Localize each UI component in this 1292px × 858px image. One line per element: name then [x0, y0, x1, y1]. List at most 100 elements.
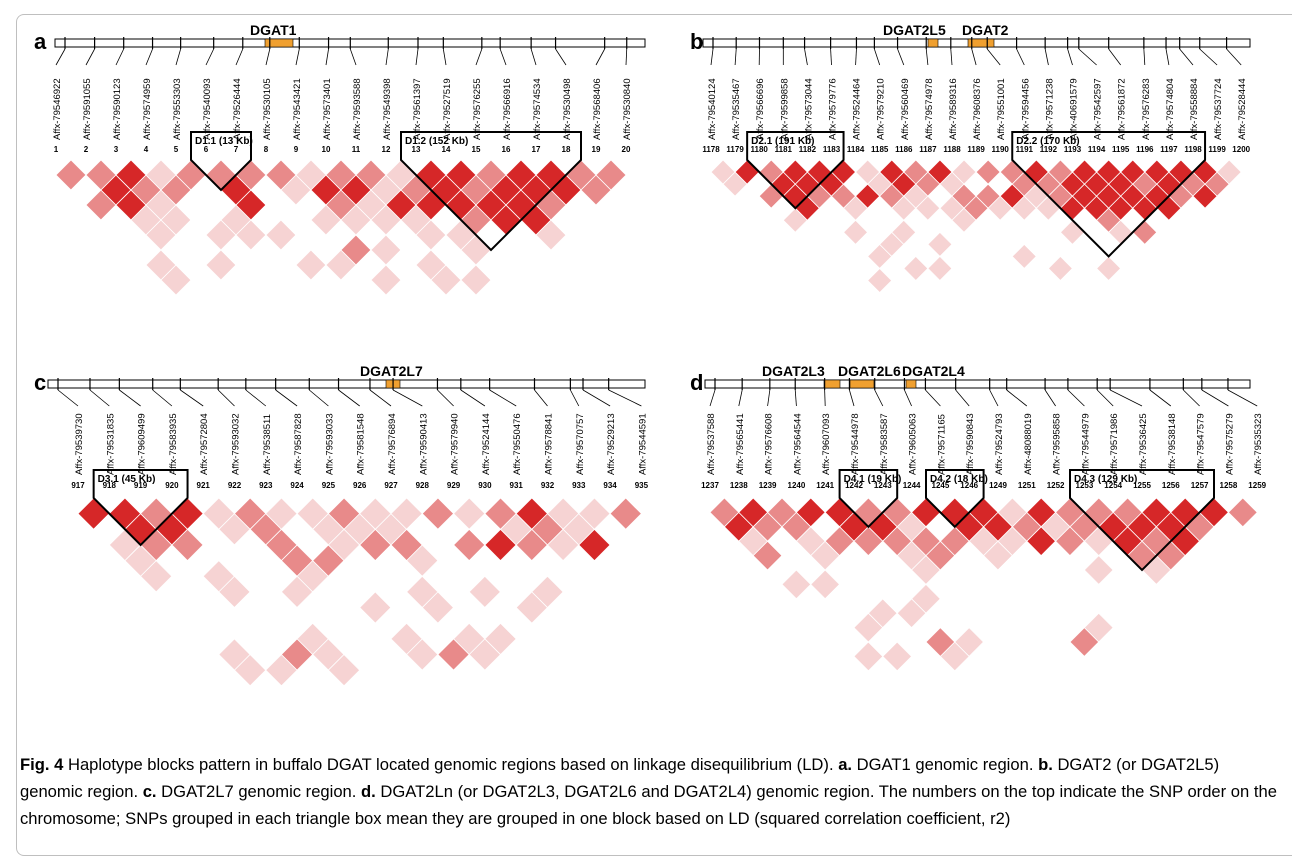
- snp-connector: [1227, 389, 1258, 407]
- caption-b-text: DGAT2 (or DGAT2L5) genomic region.: [20, 755, 1220, 801]
- panel-letter: b: [690, 29, 703, 54]
- snp-connector: [794, 389, 797, 407]
- snp-connector: [555, 48, 567, 66]
- gene-bar: [967, 38, 995, 48]
- snp-label: Affx-79573044: [803, 78, 814, 140]
- gene-bar: [905, 379, 917, 389]
- haplotype-block-outline: [838, 469, 899, 529]
- snp-label: Affx-79593588: [352, 78, 363, 140]
- snp-label: Affx-79540093: [202, 78, 213, 140]
- snp-label: Affx-79526444: [232, 78, 243, 140]
- snp-connector: [625, 48, 628, 66]
- snp-label: Affx-79553303: [172, 78, 183, 140]
- snp-label: Affx-79561872: [1117, 78, 1128, 140]
- snp-order-number: 1197: [1160, 145, 1178, 154]
- snp-label: Affx-79524144: [481, 413, 492, 475]
- snp-label: Affx-79574534: [532, 78, 543, 140]
- snp-order-number: 924: [290, 481, 304, 490]
- snp-label: Affx-79589316: [948, 78, 959, 140]
- snp-label: Affx-79574959: [142, 78, 153, 140]
- snp-order-number: 929: [447, 481, 461, 490]
- snp-label: Affx-79536425: [1138, 413, 1149, 475]
- snp-order-number: 16: [502, 145, 511, 154]
- snp-order-number: 1241: [816, 481, 834, 490]
- snp-connector: [595, 48, 606, 66]
- haplotype-block-label: D4.1 (19 Kb): [844, 474, 902, 485]
- snp-label: Affx-79531835: [105, 413, 116, 475]
- snp-label: Affx-40691579: [1069, 78, 1080, 140]
- snp-order-number: 1246: [960, 481, 978, 490]
- snp-label: Affx-79538511: [262, 414, 273, 475]
- snp-label: Affx-79590123: [112, 78, 123, 140]
- snp-connector: [349, 48, 357, 66]
- panel-letter: a: [34, 29, 47, 54]
- snp-connector: [582, 389, 611, 407]
- snp-label: Affx-79609499: [137, 413, 148, 475]
- snp-label: Affx-79538148: [1167, 413, 1178, 475]
- snp-order-number: 919: [134, 481, 148, 490]
- snp-connector: [534, 389, 548, 407]
- snp-connector: [767, 389, 771, 407]
- snp-order-number: 1249: [989, 481, 1007, 490]
- snp-order-number: 9: [294, 145, 299, 154]
- snp-label: Affx-79607093: [821, 413, 832, 475]
- snp-order-number: 8: [264, 145, 269, 154]
- snp-label: Affx-48088019: [1023, 413, 1034, 475]
- snp-label: Affx-79566916: [502, 78, 513, 140]
- snp-connector: [309, 389, 329, 407]
- panel-c: c DGAT2L7 Affx-79539730 917 Affx-79531835 918…: [34, 363, 649, 687]
- gene-name: DGAT2L3: [762, 363, 825, 379]
- snp-order-number: 13: [412, 145, 421, 154]
- panel-b: b DGAT2L5 DGAT2 Affx-79540124 1178 Affx-79535…: [690, 22, 1251, 294]
- snp-connector: [925, 389, 941, 407]
- ld-cell: [1216, 159, 1242, 185]
- snp-connector: [385, 48, 389, 66]
- snp-order-number: 1259: [1248, 481, 1266, 490]
- snp-connector: [1067, 389, 1085, 407]
- snp-order-number: 935: [635, 481, 649, 490]
- snp-order-number: 1194: [1088, 145, 1106, 154]
- snp-connector: [245, 389, 267, 407]
- snp-connector: [849, 389, 855, 407]
- snp-connector: [55, 48, 66, 66]
- snp-order-number: 2: [84, 145, 89, 154]
- ld-heatmap: [709, 497, 1258, 672]
- snp-order-number: 1180: [751, 145, 769, 154]
- snp-connector: [1165, 48, 1170, 66]
- snp-order-number: 931: [510, 481, 524, 490]
- snp-order-number: 20: [622, 145, 631, 154]
- snp-order-number: 1178: [702, 145, 720, 154]
- snp-label: Affx-79574978: [924, 78, 935, 140]
- gene-bar: [823, 379, 841, 389]
- snp-order-number: 17: [532, 145, 541, 154]
- snp-connector: [369, 389, 392, 407]
- snp-label: Affx-79537724: [1213, 78, 1224, 140]
- snp-label: Affx-79561397: [412, 78, 423, 140]
- snp-order-number: 925: [322, 481, 336, 490]
- snp-order-number: 920: [165, 481, 179, 490]
- snp-label: Affx-79573401: [322, 78, 333, 140]
- snp-label: Affx-79593032: [231, 413, 242, 475]
- snp-label: Affx-79543421: [292, 78, 303, 140]
- snp-connector: [734, 48, 737, 66]
- snp-order-number: 1253: [1076, 481, 1094, 490]
- panel-a: a DGAT1 Affx-79546922 1 Affx-79591055 2 Affx-7…: [34, 22, 646, 296]
- snp-label: Affx-79547579: [1196, 413, 1207, 475]
- snp-connector: [460, 389, 486, 407]
- snp-connector: [1044, 389, 1056, 407]
- snp-connector: [1199, 48, 1218, 66]
- snp-connector: [180, 389, 204, 407]
- snp-label: Affx-79524464: [852, 78, 863, 140]
- snp-order-number: 1252: [1047, 481, 1065, 490]
- snp-connector: [265, 48, 271, 66]
- snp-connector: [205, 48, 215, 66]
- snp-connector: [145, 48, 153, 66]
- snp-order-number: 926: [353, 481, 367, 490]
- haplotype-block-outline: [746, 131, 845, 210]
- chromosome-track: [704, 379, 1251, 389]
- snp-order-number: 1191: [1016, 145, 1034, 154]
- snp-label: Affx-79570757: [575, 413, 586, 475]
- snp-order-number: 18: [562, 145, 571, 154]
- haplotype-block-label: D2.2 (170 Kb): [1016, 136, 1079, 147]
- snp-order-number: 1189: [967, 145, 985, 154]
